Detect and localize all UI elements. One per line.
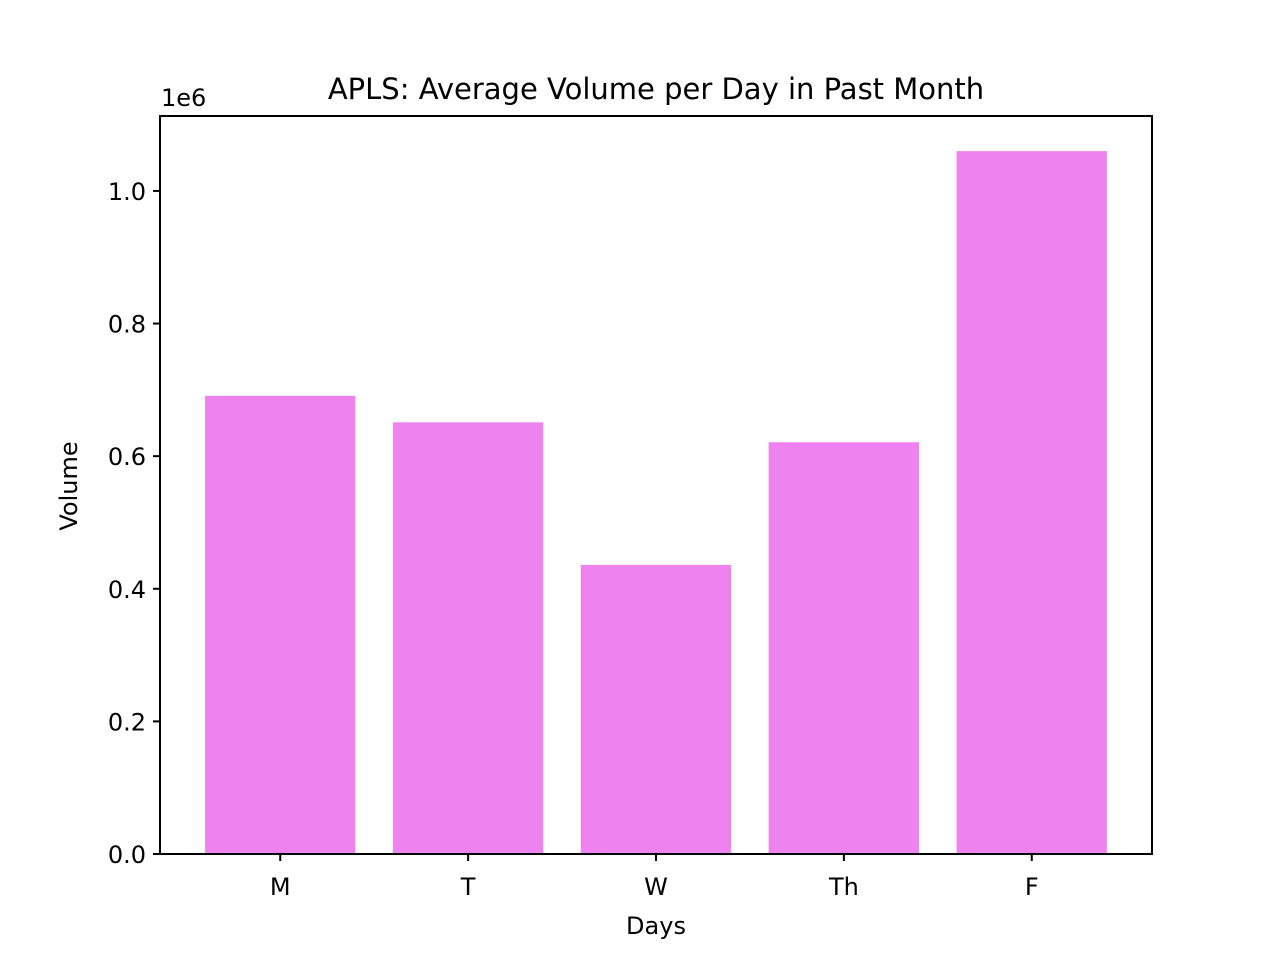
bar-th (768, 442, 920, 854)
y-axis-label: Volume (55, 441, 83, 530)
bar-w (580, 564, 732, 854)
y-tick-label: 0.2 (108, 708, 146, 736)
x-tick-label: Th (828, 873, 859, 901)
chart-title: APLS: Average Volume per Day in Past Mon… (328, 72, 984, 106)
bars-layer (205, 151, 1107, 855)
x-axis-label: Days (626, 912, 686, 940)
bar-m (205, 395, 356, 854)
bar-f (956, 151, 1107, 855)
y-tick-label: 1.0 (108, 178, 146, 206)
y-tick-label: 0.6 (108, 443, 146, 471)
x-tick-label: M (270, 873, 291, 901)
axes-layer: 0.0 0.2 0.4 0.6 0.8 1.0 M T W Th F (108, 115, 1153, 901)
y-tick-label: 0.4 (108, 576, 146, 604)
y-offset-text: 1e6 (161, 84, 206, 112)
x-tick-label: F (1025, 873, 1039, 901)
bar-t (392, 422, 544, 854)
x-tick-label: W (644, 873, 668, 901)
y-tick-label: 0.0 (108, 841, 146, 869)
y-tick-label: 0.8 (108, 311, 146, 339)
x-tick-label: T (460, 873, 476, 901)
